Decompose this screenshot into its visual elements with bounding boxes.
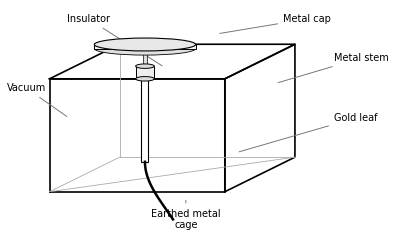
Text: Vacuum: Vacuum [7, 83, 67, 116]
Ellipse shape [94, 38, 195, 51]
Bar [94, 45, 195, 49]
Text: Gold leaf: Gold leaf [239, 113, 377, 152]
Ellipse shape [136, 64, 154, 68]
Bar [141, 79, 148, 162]
Text: Insulator: Insulator [67, 14, 162, 66]
Ellipse shape [94, 42, 195, 55]
Bar [143, 54, 147, 66]
Text: Earthed metal
cage: Earthed metal cage [151, 200, 221, 230]
Text: Metal cap: Metal cap [220, 14, 331, 34]
Text: Metal stem: Metal stem [278, 53, 388, 83]
Bar [136, 66, 154, 79]
Ellipse shape [136, 77, 154, 81]
